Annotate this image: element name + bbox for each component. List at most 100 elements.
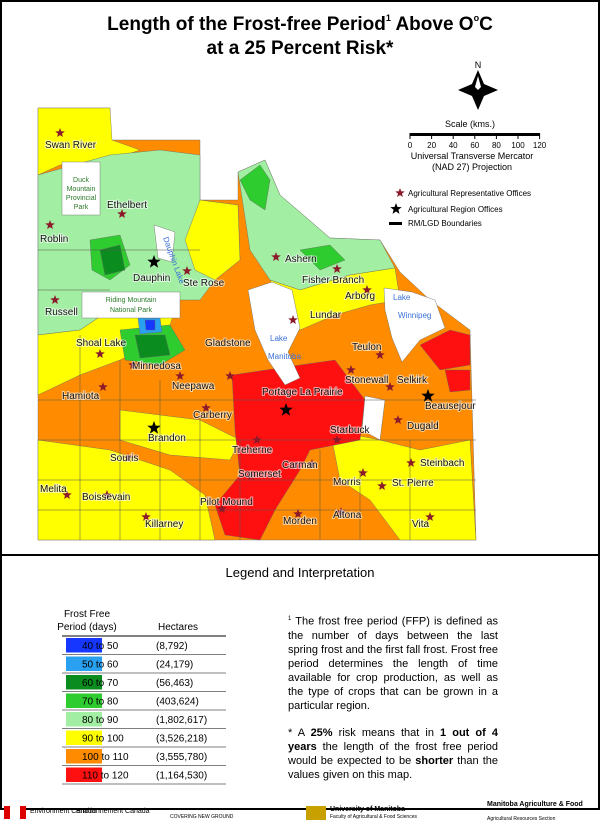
- rep-office: [50, 295, 60, 304]
- footer-text: Environment Canada: [30, 808, 96, 815]
- scale-tick-label: 60: [470, 141, 479, 150]
- place-label: Souris: [110, 453, 138, 464]
- region-office: [279, 403, 293, 416]
- park-label: Riding Mountain: [106, 297, 157, 304]
- place-label: Vita: [412, 519, 429, 530]
- place-label: Swan River: [45, 140, 97, 151]
- place-label: Carberry: [193, 410, 232, 421]
- place-label: Pilot Mound: [200, 497, 253, 508]
- note-text: the length of the frost free period woul…: [288, 741, 498, 767]
- boundary-symbol: [389, 222, 402, 225]
- place-label: Roblin: [40, 234, 68, 245]
- rep-office: [55, 128, 65, 137]
- scale-tick-label: 40: [449, 141, 458, 150]
- note-ffp: 1 The frost free period (FFP) is defined…: [288, 612, 498, 713]
- compass-label: N: [475, 60, 482, 70]
- note-risk: * A 25% risk means that in 1 out of 4 ye…: [288, 726, 498, 782]
- note-bold: shorter: [415, 755, 454, 767]
- legend-range: 80 to 90: [82, 715, 119, 726]
- legend-hectares: (1,802,617): [156, 715, 207, 726]
- scale-label: Scale (kms.): [445, 119, 495, 129]
- note-mark: 1: [288, 616, 292, 622]
- lake-label: Manitoba: [268, 352, 301, 361]
- place-label: Dugald: [407, 421, 439, 432]
- place-label: Ashern: [285, 254, 317, 265]
- legend-range: 90 to 100: [82, 734, 124, 745]
- rep-office: [332, 264, 342, 273]
- note-bold: 25%: [310, 727, 333, 739]
- footer-text: Agricultural Resources Section: [487, 816, 556, 822]
- place-label: Starbuck: [330, 425, 370, 436]
- legend-range: 110 to 120: [82, 771, 129, 782]
- place-label: Ste Rose: [183, 278, 225, 289]
- region-office: [147, 421, 161, 434]
- legend-swatch: [66, 638, 102, 653]
- rep-office: [123, 453, 133, 462]
- legend-swatch: [66, 656, 102, 671]
- rep-office: [182, 266, 192, 275]
- rep-office: [293, 509, 303, 518]
- place-label: Teulon: [352, 342, 381, 353]
- scale-tick-label: 120: [533, 141, 547, 150]
- title-text: at a 25 Percent Risk*: [206, 38, 394, 59]
- flag-white: [10, 806, 20, 819]
- place-label: Morden: [283, 516, 317, 527]
- place-label: Minnedosa: [132, 361, 181, 372]
- projection: (NAD 27) Projection: [432, 162, 512, 172]
- title-sup: o: [473, 13, 480, 23]
- footer-text: Faculty of Agricultural & Food Sciences: [330, 814, 417, 820]
- scale-tick-label: 80: [492, 141, 501, 150]
- park-label: Park: [74, 204, 89, 211]
- park-label: Duck: [73, 177, 89, 184]
- rep-office: [175, 371, 185, 380]
- park-label: National Park: [110, 307, 153, 314]
- legend-header: Period (days): [57, 622, 116, 633]
- legend-hectares: (56,463): [156, 678, 193, 689]
- note-text: than the values given on this map.: [288, 755, 498, 781]
- rep-office: [362, 285, 372, 294]
- rep-office: [385, 382, 395, 391]
- rep-office: [225, 371, 235, 380]
- symbol-label: Agricultural Representative Offices: [408, 189, 531, 198]
- footer-text: Environnement Canada: [76, 808, 150, 815]
- legend-hectares: (1,164,530): [156, 771, 207, 782]
- rep-office: [102, 490, 112, 499]
- rep-office: [393, 415, 403, 424]
- legend-swatch: [66, 675, 102, 690]
- title-text: Length of the Frost-free Period: [107, 14, 386, 35]
- rep-office: [358, 468, 368, 477]
- title-text: C: [479, 14, 493, 35]
- symbol-label: Agricultural Region Offices: [408, 205, 503, 214]
- footer-text: Manitoba Agriculture & Food: [487, 801, 583, 808]
- region-office: [147, 255, 161, 268]
- place-label: Fisher Branch: [302, 275, 364, 286]
- place-label: Beausejour: [425, 401, 476, 412]
- place-label: Treherne: [232, 445, 273, 456]
- legend-hectares: (3,526,218): [156, 734, 207, 745]
- legend-title: Legend and Interpretation: [226, 565, 375, 580]
- place-label: Lundar: [310, 310, 342, 321]
- place-label: Melita: [40, 484, 67, 495]
- park-label: Mountain: [67, 186, 96, 193]
- rep-office: [117, 209, 127, 218]
- rep-office: [332, 435, 342, 444]
- note-bold: 1 out of 4 years: [288, 727, 498, 753]
- title-text: Above O: [395, 14, 474, 35]
- place-label: Shoal Lake: [76, 338, 126, 349]
- place-label: Neepawa: [172, 381, 215, 392]
- legend-swatch: [66, 767, 102, 782]
- place-label: Hamiota: [62, 391, 100, 402]
- place-label: Carman: [282, 460, 318, 471]
- projection: Universal Transverse Mercator: [411, 151, 534, 161]
- place-label: Ethelbert: [107, 200, 147, 211]
- rep-office: [288, 315, 298, 324]
- park-label: Provincial: [66, 195, 97, 202]
- scale-tick-label: 20: [427, 141, 436, 150]
- rep-office-symbol: [395, 188, 405, 197]
- legend-header: Hectares: [158, 622, 198, 633]
- legend-hectares: (403,624): [156, 697, 199, 708]
- symbol-label: RM/LGD Boundaries: [408, 219, 482, 228]
- rep-office: [141, 512, 151, 521]
